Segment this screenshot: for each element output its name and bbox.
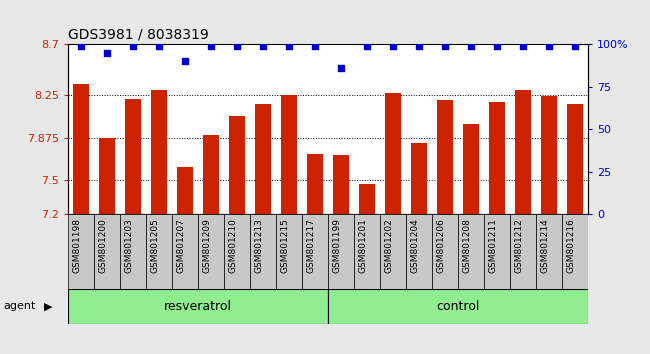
Text: control: control [437,300,480,313]
FancyBboxPatch shape [120,214,146,289]
FancyBboxPatch shape [484,214,510,289]
Point [76,43,86,49]
Bar [151,90,167,214]
Point [414,43,424,49]
Point [492,43,502,49]
Point [258,43,268,49]
Point [206,43,216,49]
Bar [333,155,349,214]
FancyBboxPatch shape [406,214,432,289]
Text: GSM801213: GSM801213 [254,218,263,273]
Bar [125,99,141,214]
Point [362,43,372,49]
FancyBboxPatch shape [172,214,198,289]
Point [310,43,320,49]
FancyBboxPatch shape [380,214,406,289]
Bar [203,135,219,214]
FancyBboxPatch shape [536,214,562,289]
Text: GSM801204: GSM801204 [410,218,419,273]
Bar [307,154,323,214]
Point [544,43,554,49]
Text: GSM801212: GSM801212 [514,218,523,273]
Point [570,43,580,49]
Bar [567,104,583,214]
Text: GSM801207: GSM801207 [176,218,185,273]
FancyBboxPatch shape [510,214,536,289]
FancyBboxPatch shape [68,289,328,324]
Point [102,50,112,56]
Bar [359,184,375,214]
FancyBboxPatch shape [302,214,328,289]
Bar [411,143,427,214]
Text: GSM801199: GSM801199 [332,218,341,273]
Text: GSM801203: GSM801203 [124,218,133,273]
Bar [385,93,401,214]
Bar [437,100,453,214]
Text: GSM801217: GSM801217 [306,218,315,273]
Text: GSM801211: GSM801211 [488,218,497,273]
Point [336,65,346,71]
FancyBboxPatch shape [224,214,250,289]
Point [284,43,294,49]
Text: GSM801215: GSM801215 [280,218,289,273]
Point [232,43,242,49]
Point [518,43,528,49]
FancyBboxPatch shape [198,214,224,289]
FancyBboxPatch shape [250,214,276,289]
Text: GSM801202: GSM801202 [384,218,393,273]
Text: GDS3981 / 8038319: GDS3981 / 8038319 [68,28,209,42]
Point [388,43,398,49]
Point [440,43,450,49]
Text: GSM801214: GSM801214 [540,218,549,273]
Point [180,58,190,64]
FancyBboxPatch shape [68,214,94,289]
Text: GSM801200: GSM801200 [98,218,107,273]
Text: GSM801210: GSM801210 [228,218,237,273]
Text: GSM801201: GSM801201 [358,218,367,273]
Text: agent: agent [3,301,36,311]
Text: GSM801208: GSM801208 [462,218,471,273]
Bar [255,104,271,214]
FancyBboxPatch shape [328,214,354,289]
Text: GSM801198: GSM801198 [72,218,81,273]
Point [466,43,476,49]
FancyBboxPatch shape [432,214,458,289]
Bar [515,90,531,214]
FancyBboxPatch shape [458,214,484,289]
Bar [229,116,245,214]
FancyBboxPatch shape [354,214,380,289]
Text: ▶: ▶ [44,301,53,311]
FancyBboxPatch shape [562,214,588,289]
Bar [177,167,193,214]
Point [154,43,164,49]
Bar [463,124,479,214]
Text: GSM801205: GSM801205 [150,218,159,273]
FancyBboxPatch shape [328,289,588,324]
Bar [99,138,115,214]
Text: GSM801209: GSM801209 [202,218,211,273]
Text: resveratrol: resveratrol [164,300,232,313]
Bar [73,84,89,214]
Text: GSM801206: GSM801206 [436,218,445,273]
FancyBboxPatch shape [146,214,172,289]
Bar [281,95,297,214]
Bar [489,102,505,214]
FancyBboxPatch shape [94,214,120,289]
Text: ■: ■ [68,353,80,354]
Text: GSM801216: GSM801216 [566,218,575,273]
Point [128,43,138,49]
FancyBboxPatch shape [276,214,302,289]
Bar [541,96,557,214]
